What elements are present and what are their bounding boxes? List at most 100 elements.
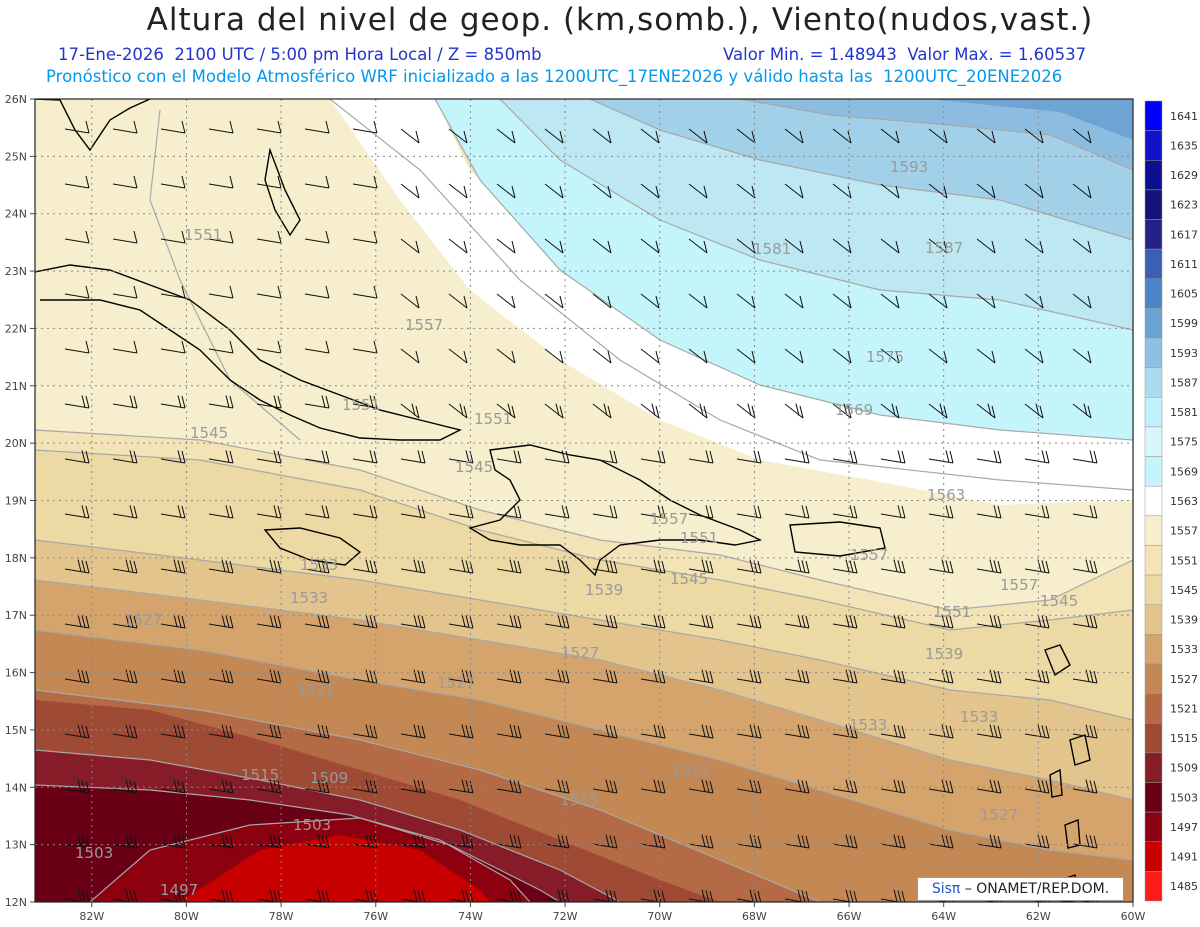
wind-barb [832,238,852,254]
wind-barb [1072,450,1098,464]
contour-label: 1527 [437,674,475,692]
contour-label: 1533 [960,708,998,726]
contour-label: 1551 [184,226,222,244]
wind-barb [640,348,660,364]
wind-barb [256,614,282,629]
contour-label: 1551 [680,529,718,547]
wind-barb [304,395,330,409]
contour-label: 1539 [925,645,963,663]
wind-barb [208,724,234,739]
wind-barb [112,669,138,684]
wind-barb [880,505,906,519]
wind-barb [976,403,996,419]
colorbar-swatch [1144,811,1163,842]
wind-barb [976,128,996,144]
band-1563 [330,99,1133,505]
contour-label: 1557 [850,546,888,564]
wind-barb [688,293,708,309]
contour-label: 1503 [293,816,331,834]
wind-barb [160,559,186,574]
wind-barb [640,779,666,794]
wind-barb [736,450,762,464]
colorbar-swatch [1144,130,1163,161]
colorbar-label: 1581 [1170,406,1198,419]
wind-barb [160,834,186,849]
wind-barb [160,614,186,629]
wind-barb [256,559,282,574]
wind-barb [64,285,90,299]
wind-barb [832,450,858,464]
wind-barb [688,834,714,849]
colorbar-label: 1611 [1170,258,1198,271]
wind-barb [64,559,90,574]
wind-barb [544,505,570,519]
band-1491 [180,835,490,902]
wind-barb [160,175,186,189]
wind-barb [496,889,522,902]
wind-barb [736,403,756,419]
colorbar-label: 1599 [1170,317,1198,330]
contour-label: 1557 [405,316,443,334]
wind-barb [976,505,1002,519]
wind-barb [64,340,90,354]
wind-barb [112,834,138,849]
wind-barb [688,348,708,364]
wind-barb [160,889,186,902]
wind-barb [256,285,282,299]
wind-barb [976,559,1002,574]
wind-barb [208,889,234,902]
wind-barb [736,779,762,794]
band-1593 [740,99,1133,170]
wind-barb [640,293,660,309]
wind-barb [1072,348,1092,364]
wind-barb [544,128,564,144]
wind-barb [784,183,804,199]
wind-barb [640,238,660,254]
wind-barb [256,230,282,244]
wind-barb [928,505,954,519]
wind-barb [976,183,996,199]
wind-barb [928,779,954,794]
contour-label: 1545 [190,424,228,442]
wind-barb [976,293,996,309]
contour-label: 1515 [560,791,598,809]
wind-barb [928,293,948,309]
wind-barb [352,614,378,629]
lon-label: 68W [742,910,767,923]
wind-barb [352,450,378,464]
wind-barb [448,293,468,309]
colorbar-label: 1593 [1170,347,1198,360]
wind-barb [784,348,804,364]
colorbar-swatch [1144,663,1163,694]
wind-barb [928,128,948,144]
colorbar-swatch [1144,100,1163,131]
wind-barb [208,505,234,519]
contour-label: 1575 [866,348,904,366]
wind-barb [976,669,1002,684]
wind-barb [304,230,330,244]
wind-barb [880,779,906,794]
wind-barb [112,120,138,134]
wind-barb [1072,293,1092,309]
wind-barb [112,505,138,519]
colorbar-label: 1587 [1170,376,1198,389]
wind-barb [832,779,858,794]
wind-barb [496,238,516,254]
wind-barb [880,450,906,464]
wind-barb [976,238,996,254]
wind-barb [208,120,234,134]
puerto-rico-coast [789,521,886,557]
wind-barb [736,348,756,364]
wind-barb [304,175,330,189]
lon-label: 82W [79,910,104,923]
wind-barb [592,669,618,684]
wind-barb [784,450,810,464]
wind-barb [256,505,282,519]
colorbar-swatch [1144,426,1163,457]
wind-barb [880,834,906,849]
cuba-coast [35,264,463,441]
lon-label: 80W [174,910,199,923]
wind-barb [352,779,378,794]
wind-barb [64,230,90,244]
florida-coast [35,99,151,152]
